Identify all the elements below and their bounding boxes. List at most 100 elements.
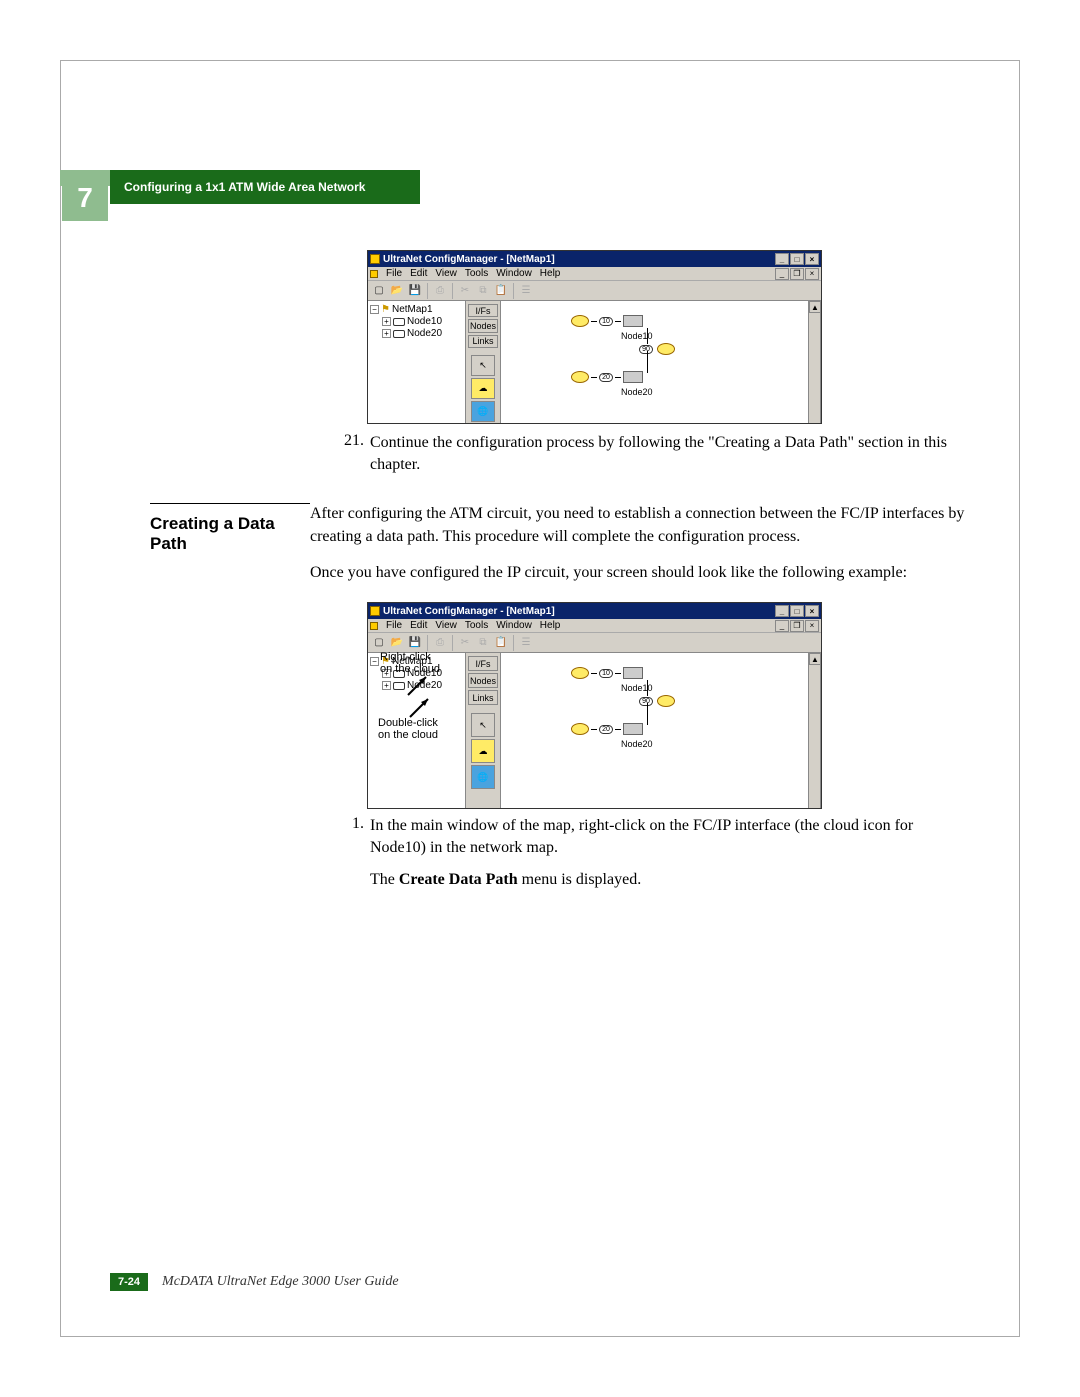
- mdi-close-button[interactable]: ×: [805, 620, 819, 632]
- close-button[interactable]: ×: [805, 605, 819, 617]
- cloud-icon[interactable]: ☁: [471, 739, 495, 763]
- links-button[interactable]: Links: [468, 335, 498, 348]
- tree-panel: −⚑ NetMap1 + Node10 + Node20: [368, 301, 466, 423]
- canvas[interactable]: 10 Node10 90 20 Node20: [501, 653, 821, 808]
- pointer-icon[interactable]: ↖: [471, 355, 495, 376]
- step-number: 21.: [330, 432, 370, 475]
- paste-icon[interactable]: 📋: [493, 283, 509, 299]
- cut-icon[interactable]: ✂: [457, 635, 473, 651]
- step-text: Continue the configuration process by fo…: [370, 432, 965, 475]
- menu-window[interactable]: Window: [496, 268, 532, 279]
- step-text: In the main window of the map, right-cli…: [370, 815, 965, 858]
- maximize-button[interactable]: □: [790, 253, 804, 265]
- ifs-button[interactable]: I/Fs: [468, 656, 498, 671]
- nodes-button[interactable]: Nodes: [468, 673, 498, 688]
- tree-node20[interactable]: + Node20: [370, 328, 463, 339]
- links-button[interactable]: Links: [468, 690, 498, 705]
- open-icon[interactable]: 📂: [389, 635, 405, 651]
- print-icon[interactable]: ⎙: [432, 635, 448, 651]
- minimize-button[interactable]: _: [775, 253, 789, 265]
- cut-icon[interactable]: ✂: [457, 283, 473, 299]
- copy-icon[interactable]: ⧉: [475, 635, 491, 651]
- menu-edit[interactable]: Edit: [410, 620, 427, 631]
- copy-icon[interactable]: ⧉: [475, 283, 491, 299]
- print-icon[interactable]: ⎙: [432, 283, 448, 299]
- scrollbar[interactable]: ▲: [808, 653, 820, 808]
- save-icon[interactable]: 💾: [407, 283, 423, 299]
- node20-label: Node20: [621, 387, 653, 397]
- open-icon[interactable]: 📂: [389, 283, 405, 299]
- mdi-minimize-button[interactable]: _: [775, 268, 789, 280]
- arrow-icon: [406, 673, 430, 697]
- window-controls: _ □ ×: [775, 253, 819, 265]
- mdi-restore-button[interactable]: ❐: [790, 268, 804, 280]
- close-button[interactable]: ×: [805, 253, 819, 265]
- globe-icon[interactable]: 🌐: [471, 401, 495, 422]
- tree-root[interactable]: −⚑ NetMap1: [370, 304, 463, 315]
- content-area: UltraNet ConfigManager - [NetMap1] _ □ ×…: [150, 250, 965, 890]
- cloud-node20[interactable]: 20: [571, 371, 643, 383]
- props-icon[interactable]: ☰: [518, 635, 534, 651]
- tree-node10[interactable]: + Node10: [370, 316, 463, 327]
- menu-help[interactable]: Help: [540, 620, 561, 631]
- cloud-node10[interactable]: 10: [571, 315, 643, 327]
- cloud-node20[interactable]: 20: [571, 723, 643, 735]
- maximize-button[interactable]: □: [790, 605, 804, 617]
- menu-view[interactable]: View: [435, 268, 457, 279]
- overlay-double-click: Double-click on the cloud: [378, 717, 438, 741]
- doc-icon: [370, 622, 378, 630]
- chapter-number-badge: 7: [62, 175, 108, 221]
- section-para1: After configuring the ATM circuit, you n…: [310, 503, 965, 548]
- app-icon: [370, 606, 380, 616]
- if90[interactable]: 90: [639, 343, 675, 355]
- menu-window[interactable]: Window: [496, 620, 532, 631]
- props-icon[interactable]: ☰: [518, 283, 534, 299]
- mdi-minimize-button[interactable]: _: [775, 620, 789, 632]
- toolbar: ▢ 📂 💾 ⎙ ✂ ⧉ 📋 ☰: [368, 281, 821, 301]
- page-number: 7-24: [110, 1273, 148, 1291]
- scroll-up-icon[interactable]: ▲: [809, 653, 821, 665]
- menu-help[interactable]: Help: [540, 268, 561, 279]
- mdi-close-button[interactable]: ×: [805, 268, 819, 280]
- page-footer: 7-24 McDATA UltraNet Edge 3000 User Guid…: [110, 1273, 965, 1291]
- if90[interactable]: 90: [639, 695, 675, 707]
- scroll-up-icon[interactable]: ▲: [809, 301, 821, 313]
- new-icon[interactable]: ▢: [371, 283, 387, 299]
- paste-icon[interactable]: 📋: [493, 635, 509, 651]
- canvas[interactable]: 10 Node10 90 20: [501, 301, 821, 423]
- footer-title: McDATA UltraNet Edge 3000 User Guide: [162, 1274, 399, 1290]
- app-window-1: UltraNet ConfigManager - [NetMap1] _ □ ×…: [367, 250, 822, 424]
- new-icon[interactable]: ▢: [371, 635, 387, 651]
- nodes-button[interactable]: Nodes: [468, 319, 498, 332]
- pointer-icon[interactable]: ↖: [471, 713, 495, 737]
- step-number: 1.: [330, 815, 370, 858]
- window-title: UltraNet ConfigManager - [NetMap1]: [383, 254, 555, 265]
- cloud-icon[interactable]: ☁: [471, 378, 495, 399]
- menu-file[interactable]: File: [386, 268, 402, 279]
- menu-tools[interactable]: Tools: [465, 268, 488, 279]
- app-icon: [370, 254, 380, 264]
- node20-label: Node20: [621, 739, 653, 749]
- scrollbar[interactable]: ▲: [808, 301, 820, 423]
- window-title: UltraNet ConfigManager - [NetMap1]: [383, 606, 555, 617]
- arrow-icon: [408, 695, 432, 719]
- menu-tools[interactable]: Tools: [465, 620, 488, 631]
- section-para2: Once you have configured the IP circuit,…: [310, 562, 965, 584]
- menu-file[interactable]: File: [386, 620, 402, 631]
- save-icon[interactable]: 💾: [407, 635, 423, 651]
- doc-icon: [370, 270, 378, 278]
- menu-bar: File Edit View Tools Window Help _ ❐ ×: [368, 267, 821, 281]
- side-toolbar: I/Fs Nodes Links ↖ ☁ 🌐: [466, 301, 501, 423]
- ifs-button[interactable]: I/Fs: [468, 304, 498, 317]
- cloud-node10[interactable]: 10: [571, 667, 643, 679]
- app-window-2: UltraNet ConfigManager - [NetMap1] _ □ ×…: [367, 602, 822, 809]
- menu-edit[interactable]: Edit: [410, 268, 427, 279]
- tree-panel: −⚑ NetMap1 + Node10 + Node20 Right-click…: [368, 653, 466, 808]
- step1-result: The Create Data Path menu is displayed.: [370, 869, 965, 891]
- menu-view[interactable]: View: [435, 620, 457, 631]
- minimize-button[interactable]: _: [775, 605, 789, 617]
- section-heading: Creating a Data Path: [150, 503, 310, 584]
- overlay-right-click: Right-click on the cloud: [380, 653, 440, 675]
- globe-icon[interactable]: 🌐: [471, 765, 495, 789]
- mdi-restore-button[interactable]: ❐: [790, 620, 804, 632]
